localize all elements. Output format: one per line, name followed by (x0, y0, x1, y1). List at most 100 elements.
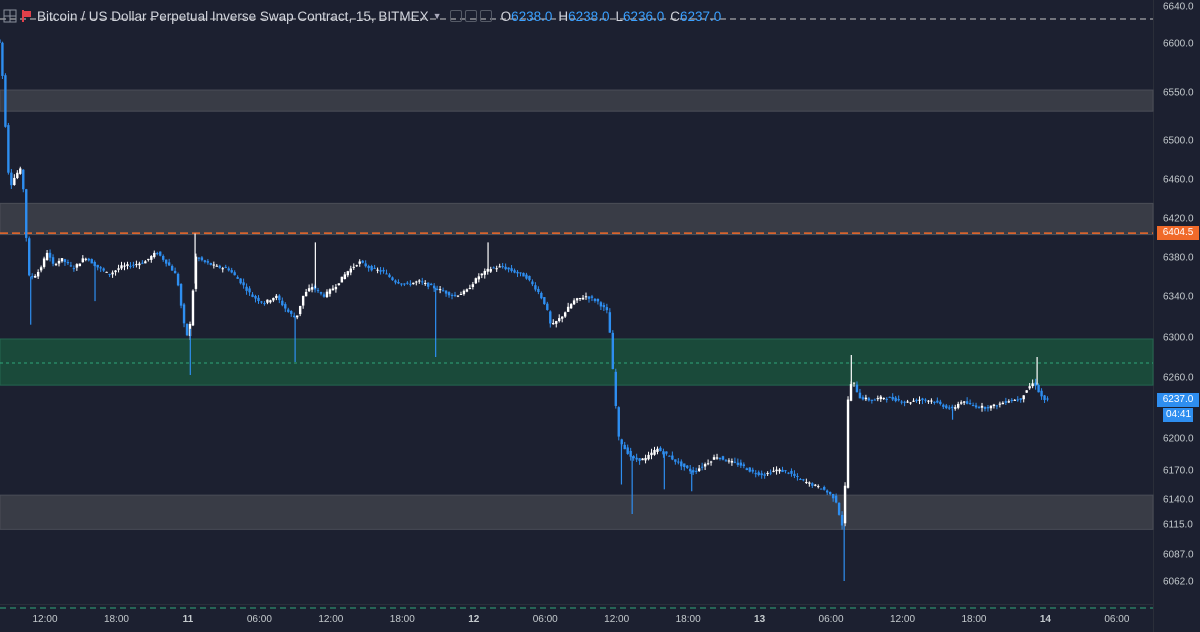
flag-icon[interactable] (21, 10, 31, 22)
candle-body (983, 406, 987, 409)
x-tick-label: 12:00 (32, 614, 57, 625)
candle-body (694, 470, 698, 472)
candle-body (873, 399, 877, 401)
candle-body (748, 467, 751, 472)
candle-body (534, 285, 537, 290)
settings-icon[interactable] (449, 10, 462, 22)
candle-body (811, 483, 814, 486)
candle-body (409, 283, 412, 285)
candle-body (376, 269, 379, 271)
candle-body (882, 397, 885, 399)
candle-body (328, 289, 332, 294)
candle-body (1004, 401, 1008, 403)
candle-body (1037, 385, 1040, 393)
candle-body (602, 305, 606, 308)
candle-body (608, 312, 612, 333)
ohlc-high-key: H (558, 8, 569, 24)
symbol-title[interactable]: Bitcoin / US Dollar Perpetual Inverse Sw… (37, 8, 429, 24)
candle-body (10, 172, 13, 186)
candle-body (674, 459, 677, 462)
candle-body (507, 267, 510, 270)
candle-body (388, 274, 391, 278)
candle-body (549, 311, 552, 324)
candle-body (1043, 395, 1046, 401)
candle-body (16, 172, 19, 179)
candle-body (281, 300, 284, 306)
candle-body (733, 461, 737, 463)
candle-body (167, 262, 171, 266)
zone-grey-3 (0, 494, 1154, 530)
candle-body (754, 473, 757, 475)
candle-body (25, 189, 28, 238)
candle-body (203, 260, 207, 262)
candle-body (370, 266, 373, 271)
candle-body (587, 296, 591, 299)
candle-body (1010, 399, 1013, 401)
candle-body (295, 315, 299, 318)
candle-body (477, 276, 481, 280)
candle-body (712, 457, 716, 460)
candle-body (117, 268, 120, 270)
candle-body (846, 399, 850, 488)
candle-body (108, 273, 111, 275)
candle-body (185, 323, 189, 336)
candle-body (447, 292, 451, 296)
candle-body (879, 396, 882, 400)
candle-body (0, 39, 1, 43)
candle-body (805, 482, 808, 484)
candle-body (406, 282, 409, 284)
candle-body (1025, 390, 1028, 393)
candle-body (164, 259, 168, 264)
y-tick-label: 6420.0 (1163, 214, 1194, 225)
candle-body (239, 278, 242, 284)
y-tick-label: 6500.0 (1163, 136, 1194, 147)
candle-body (820, 488, 823, 490)
hide-icon[interactable] (464, 10, 477, 22)
x-tick-label: 12:00 (604, 614, 629, 625)
close-icon[interactable] (479, 10, 492, 22)
candle-body (834, 495, 838, 503)
candle-body (840, 514, 844, 526)
candle-body (191, 290, 195, 326)
symbol-legend[interactable]: Bitcoin / US Dollar Perpetual Inverse Sw… (0, 6, 721, 26)
candle-body (563, 312, 567, 317)
candle-body (275, 295, 278, 299)
candle-body (471, 284, 475, 287)
candle-body (352, 266, 355, 268)
candle-body (942, 404, 945, 407)
candle-body (412, 282, 415, 285)
candle-body (671, 455, 674, 460)
candle-body (924, 399, 927, 401)
candle-body (962, 401, 966, 403)
candle-body (492, 267, 495, 269)
candle-body (30, 276, 34, 278)
y-tick-label: 6300.0 (1163, 333, 1194, 344)
candle-body (498, 266, 501, 268)
dropdown-caret-icon[interactable]: ▼ (432, 11, 442, 21)
candle-body (54, 264, 58, 266)
candle-body (19, 168, 22, 174)
candle-body (531, 281, 534, 285)
candle-body (349, 268, 352, 273)
x-tick-label: 06:00 (533, 614, 558, 625)
crosshair-icon[interactable] (3, 9, 17, 23)
candle-body (724, 460, 728, 462)
candle-body (111, 272, 114, 275)
candle-body (876, 398, 880, 400)
x-tick-label: 11 (183, 614, 194, 625)
x-tick-label: 18:00 (961, 614, 986, 625)
candle-body (1022, 395, 1025, 400)
candle-body (525, 274, 528, 279)
candle-body (465, 289, 469, 292)
candle-body (450, 294, 454, 296)
candle-body (665, 451, 668, 454)
candle-body (173, 270, 177, 274)
candle-body (900, 401, 903, 403)
candle-body (266, 299, 269, 303)
candle-body (1028, 386, 1031, 389)
candle-body (343, 274, 347, 280)
candle-body (540, 292, 543, 299)
candle-body (989, 405, 993, 409)
candle-body (39, 267, 43, 271)
